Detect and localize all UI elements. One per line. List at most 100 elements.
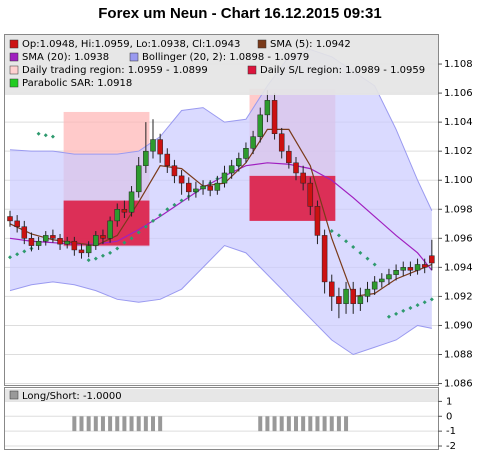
sar-dot xyxy=(129,236,134,241)
long-short-bar xyxy=(108,416,113,432)
candle-body xyxy=(221,172,228,184)
lower-y-tick-label: -1 xyxy=(446,426,456,437)
long-short-bar xyxy=(286,416,291,432)
lower-y-tick-label: 0 xyxy=(446,411,452,422)
candle-body xyxy=(228,165,235,174)
candle-body xyxy=(64,240,70,245)
sar-dot xyxy=(15,252,20,257)
sar-dot xyxy=(429,297,434,302)
long-short-bar xyxy=(258,416,263,432)
candle-body xyxy=(400,267,406,271)
candle-body xyxy=(386,274,392,280)
candle-body xyxy=(78,249,85,254)
candle-body xyxy=(271,100,278,135)
sar-dot xyxy=(43,133,48,138)
sar-dot xyxy=(143,224,148,229)
y-tick-label: 1.098 xyxy=(444,204,473,215)
legend-swatch xyxy=(247,65,257,75)
candle-body xyxy=(14,220,20,227)
sar-dot xyxy=(100,253,105,258)
candle-body xyxy=(43,235,49,242)
candle-body xyxy=(343,288,349,304)
candle-body xyxy=(300,172,306,184)
legend-label: Bollinger (20, 2): 1.0898 - 1.0979 xyxy=(142,52,309,63)
sar-dot xyxy=(22,249,27,254)
sar-dot xyxy=(158,213,163,218)
candle-body xyxy=(200,185,206,190)
long-short-bar xyxy=(93,416,98,432)
long-short-bar xyxy=(151,416,155,432)
candle-body xyxy=(321,235,328,283)
long-short-bar xyxy=(301,416,306,432)
long-short-bar xyxy=(129,416,134,432)
sar-dot xyxy=(86,258,91,263)
candle-body xyxy=(371,281,378,290)
candle-body xyxy=(150,139,156,152)
sar-dot xyxy=(179,198,184,203)
lower-y-tick-label: -2 xyxy=(446,441,456,452)
candle-body xyxy=(286,150,292,164)
candle-body xyxy=(21,226,28,239)
candle-body xyxy=(393,270,399,275)
candle-body xyxy=(114,209,120,222)
legend-label: Daily S/L region: 1.0989 - 1.0959 xyxy=(260,65,425,76)
long-short-bar xyxy=(122,416,127,432)
candle-body xyxy=(100,235,106,239)
candle-body xyxy=(250,136,256,149)
candle-body xyxy=(421,264,428,268)
sl-region xyxy=(63,200,150,246)
lower-legend-swatch xyxy=(9,390,19,400)
candle-body xyxy=(35,240,42,246)
candle-body xyxy=(336,296,342,304)
long-short-bar xyxy=(308,416,313,432)
legend-swatch xyxy=(257,39,267,49)
lower-y-tick-label: 1 xyxy=(446,396,452,407)
long-short-bar xyxy=(136,416,141,432)
candle-body xyxy=(257,114,263,137)
candle-body xyxy=(7,216,13,222)
candle-body xyxy=(28,238,35,246)
candle-body xyxy=(121,209,128,213)
y-tick-label: 1.100 xyxy=(444,175,473,186)
long-short-bar xyxy=(344,416,349,432)
sar-dot xyxy=(365,256,370,261)
sar-dot xyxy=(336,233,341,238)
sl-region xyxy=(249,175,336,221)
long-short-bar xyxy=(72,416,77,432)
sar-dot xyxy=(50,134,55,139)
sar-dot xyxy=(93,256,98,261)
candle-body xyxy=(50,235,56,239)
long-short-bar xyxy=(143,416,148,432)
sar-dot xyxy=(8,255,12,260)
legend-swatch xyxy=(9,65,19,75)
sar-dot xyxy=(151,218,155,223)
y-tick-label: 1.086 xyxy=(444,379,473,390)
candle-body xyxy=(135,165,142,193)
sar-dot xyxy=(36,131,41,136)
candle-body xyxy=(143,150,149,166)
candle-body xyxy=(379,278,385,283)
sar-dot xyxy=(372,262,377,267)
sar-dot xyxy=(394,311,399,316)
y-tick-label: 1.090 xyxy=(444,320,473,331)
candle-body xyxy=(178,175,185,184)
candle-body xyxy=(236,158,242,166)
candle-body xyxy=(157,139,163,155)
legend-label: SMA (5): 1.0942 xyxy=(270,39,351,50)
sar-dot xyxy=(422,300,427,305)
y-tick-label: 1.102 xyxy=(444,146,473,157)
y-tick-label: 1.094 xyxy=(444,262,473,273)
candle-body xyxy=(314,206,321,236)
sar-dot xyxy=(344,239,349,244)
candle-body xyxy=(207,185,213,191)
y-tick-label: 1.106 xyxy=(444,88,473,99)
sar-dot xyxy=(415,303,420,308)
long-short-bar xyxy=(279,416,284,432)
long-short-bar xyxy=(272,416,277,432)
candle-body xyxy=(278,133,285,152)
long-short-bar xyxy=(294,416,298,432)
y-tick-label: 1.092 xyxy=(444,291,473,302)
legend-label: Parabolic SAR: 1.0918 xyxy=(22,78,132,89)
sar-dot xyxy=(165,207,170,212)
